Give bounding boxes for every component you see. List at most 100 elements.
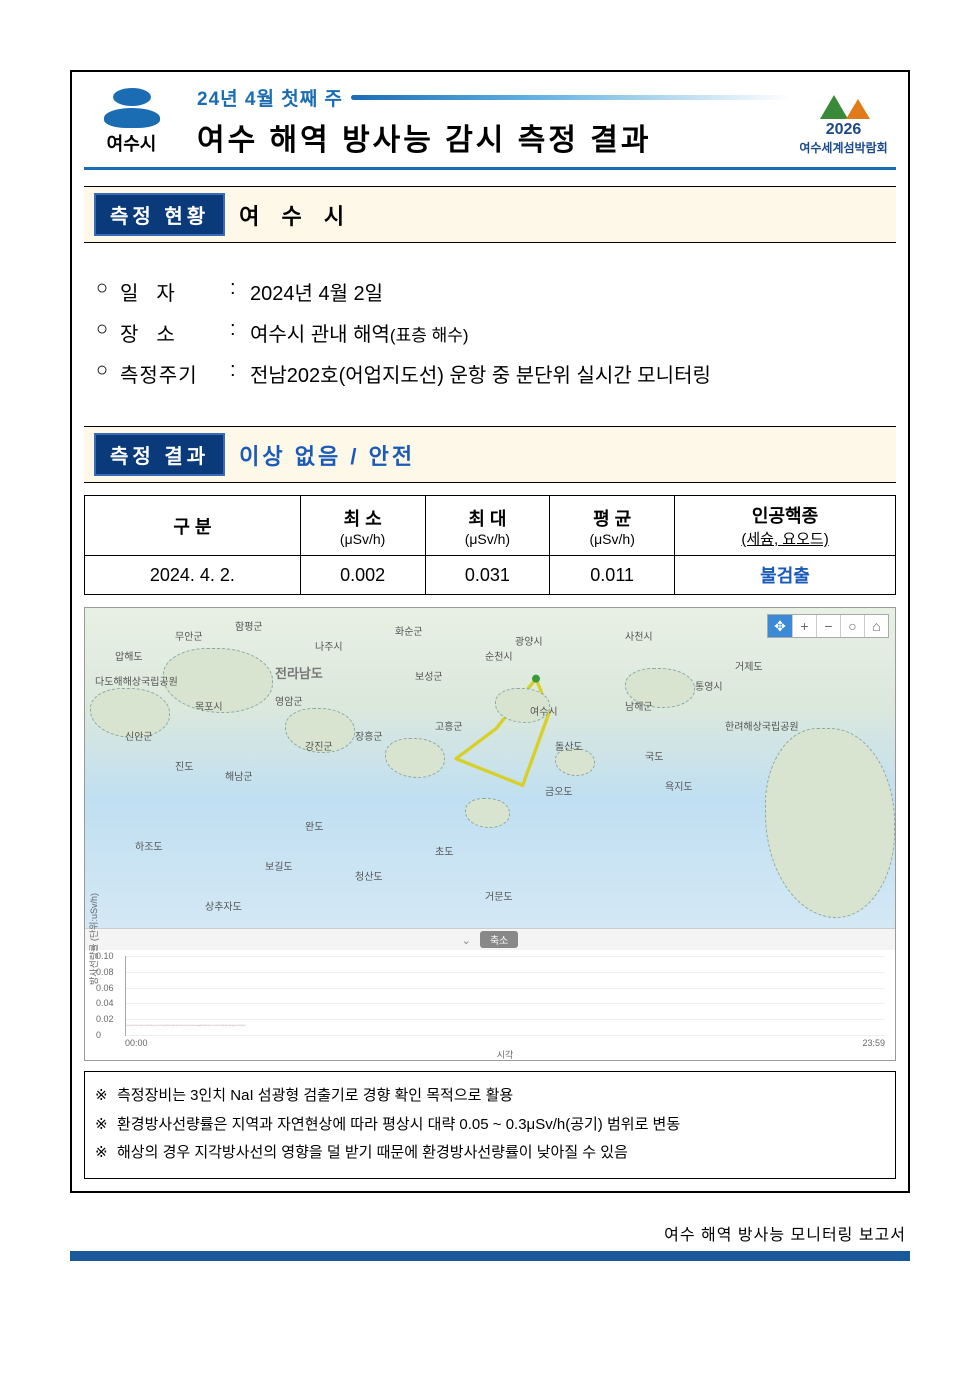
note-marker-icon: ※: [95, 1139, 117, 1168]
cell-nuclide: 불검출: [675, 556, 896, 595]
map-home-icon[interactable]: ⌂: [864, 615, 888, 637]
chart-gridline: [126, 988, 885, 989]
footnote-item: ※측정장비는 3인치 NaI 섬광형 검출기로 경향 확인 목적으로 활용: [95, 1082, 885, 1111]
footnote-item: ※해상의 경우 지각방사선의 영향을 덜 받기 때문에 환경방사선량률이 낮아질…: [95, 1139, 885, 1168]
map-place-label: 사천시: [625, 628, 653, 643]
cell-max: 0.031: [425, 556, 550, 595]
status-heading: 여 수 시: [239, 199, 352, 231]
cell-date: 2024. 4. 2.: [85, 556, 301, 595]
map-island-shape: [765, 728, 895, 918]
map-place-label: 화순군: [395, 623, 423, 638]
info-label: 일자: [120, 277, 230, 306]
table-col-header: 인공핵종(세슘, 요오드): [675, 496, 896, 556]
map-collapse-bar[interactable]: ⌄ 축소: [85, 928, 895, 950]
expo-name: 여수세계섬박람회: [791, 139, 896, 156]
footnote-text: 환경방사선량률은 지역과 자연현상에 따라 평상시 대략 0.05 ~ 0.3μ…: [117, 1111, 680, 1140]
map-place-label: 청산도: [355, 868, 383, 883]
map-place-label: 욕지도: [665, 778, 693, 793]
info-label: 장소: [120, 318, 230, 347]
chart-gridline: [126, 956, 885, 957]
map-move-icon[interactable]: ✥: [768, 615, 792, 637]
week-label: 24년 4월 첫째 주: [197, 84, 343, 111]
expo-logo: 2026 여수세계섬박람회: [791, 87, 896, 156]
table-col-header: 평 균(μSv/h): [550, 496, 675, 556]
map-place-label: 광양시: [515, 633, 543, 648]
chart-ytick: 0.10: [96, 951, 114, 961]
map-place-label: 상추자도: [205, 898, 242, 913]
collapse-arrow-icon: ⌄: [462, 935, 471, 947]
map-toolbar: ✥+−○⌂: [767, 614, 889, 638]
map-place-label: 신안군: [125, 728, 153, 743]
table-col-header: 최 대(μSv/h): [425, 496, 550, 556]
chart-x-ticks: 00:00 23:59: [125, 1036, 885, 1048]
collapse-button[interactable]: 축소: [480, 931, 518, 948]
map-place-label: 보성군: [415, 668, 443, 683]
chart-gridline: [126, 1003, 885, 1004]
map-place-label: 진도: [175, 758, 193, 773]
yeosu-logo-icon: [102, 88, 162, 128]
map-place-label: 고흥군: [435, 718, 463, 733]
table-col-header: 구 분: [85, 496, 301, 556]
map-place-label: 금오도: [545, 783, 573, 798]
zoom-in-icon[interactable]: +: [792, 615, 816, 637]
table-col-header: 최 소(μSv/h): [300, 496, 425, 556]
map-place-label: 한려해상국립공원: [725, 718, 799, 733]
footer-text: 여수 해역 방사능 모니터링 보고서: [70, 1221, 910, 1245]
info-item: ○측정주기:전남202호(어업지도선) 운항 중 분단위 실시간 모니터링: [96, 359, 890, 388]
report-title: 여수 해역 방사능 감시 측정 결과: [197, 115, 791, 159]
info-value: 전남202호(어업지도선) 운항 중 분단위 실시간 모니터링: [250, 359, 890, 388]
status-info-list: ○일자:2024년 4월 2일○장소:여수시 관내 해역(표층 해수)○측정주기…: [84, 255, 896, 410]
chart-gridline: [126, 972, 885, 973]
info-value: 여수시 관내 해역(표층 해수): [250, 318, 890, 347]
map-place-label: 통영시: [695, 678, 723, 693]
bullet-icon: ○: [96, 359, 120, 388]
chart-x-axis-label: 시각: [125, 1048, 885, 1061]
report-frame: 여수시 24년 4월 첫째 주 여수 해역 방사능 감시 측정 결과 2026 …: [70, 70, 910, 1193]
subtitle-line-icon: [351, 95, 791, 100]
chart-gridline: [126, 1019, 885, 1020]
map-place-label: 압해도: [115, 648, 143, 663]
map-place-label: 초도: [435, 843, 453, 858]
map-place-label: 강진군: [305, 738, 333, 753]
measurement-table: 구 분최 소(μSv/h)최 대(μSv/h)평 균(μSv/h)인공핵종(세슘…: [84, 495, 896, 595]
region-label: 전라남도: [275, 663, 323, 682]
note-marker-icon: ※: [95, 1111, 117, 1140]
map-place-label: 해남군: [225, 768, 253, 783]
map-place-label: 목포시: [195, 698, 223, 713]
bullet-icon: ○: [96, 318, 120, 347]
xtick-start: 00:00: [125, 1038, 148, 1048]
chart-gridline: [126, 1035, 885, 1036]
xtick-end: 23:59: [862, 1038, 885, 1048]
map-place-label: 여수시: [530, 703, 558, 718]
chart-ytick: 0.04: [96, 998, 114, 1008]
expo-mountain-icon: [814, 87, 874, 119]
header-subtitle: 24년 4월 첫째 주: [197, 84, 791, 111]
map-reset-icon[interactable]: ○: [840, 615, 864, 637]
map-place-label: 다도해해상국립공원: [95, 673, 178, 688]
map-place-label: 영암군: [275, 693, 303, 708]
zoom-out-icon[interactable]: −: [816, 615, 840, 637]
result-section-header: 측정 결과 이상 없음 / 안전: [84, 426, 896, 483]
route-map[interactable]: 전라남도 ✥+−○⌂ 압해도무안군함평군나주시화순군광양시보성군순천시사천시남해…: [85, 608, 895, 928]
colon: :: [230, 277, 250, 306]
map-place-label: 무안군: [175, 628, 203, 643]
expo-year: 2026: [791, 121, 896, 139]
map-island-shape: [465, 798, 510, 828]
colon: :: [230, 359, 250, 388]
status-tag: 측정 현황: [94, 193, 225, 236]
colon: :: [230, 318, 250, 347]
result-heading: 이상 없음 / 안전: [239, 439, 415, 471]
cell-avg: 0.011: [550, 556, 675, 595]
bullet-icon: ○: [96, 277, 120, 306]
footnote-text: 해상의 경우 지각방사선의 영향을 덜 받기 때문에 환경방사선량률이 낮아질 …: [117, 1139, 628, 1168]
header: 여수시 24년 4월 첫째 주 여수 해역 방사능 감시 측정 결과 2026 …: [84, 84, 896, 170]
chart-ytick: 0.06: [96, 983, 114, 993]
cell-min: 0.002: [300, 556, 425, 595]
map-place-label: 보길도: [265, 858, 293, 873]
note-marker-icon: ※: [95, 1082, 117, 1111]
footnotes-box: ※측정장비는 3인치 NaI 섬광형 검출기로 경향 확인 목적으로 활용※환경…: [84, 1071, 896, 1179]
info-value: 2024년 4월 2일: [250, 277, 890, 306]
map-island-shape: [385, 738, 445, 778]
header-titles: 24년 4월 첫째 주 여수 해역 방사능 감시 측정 결과: [179, 84, 791, 159]
map-place-label: 하조도: [135, 838, 163, 853]
